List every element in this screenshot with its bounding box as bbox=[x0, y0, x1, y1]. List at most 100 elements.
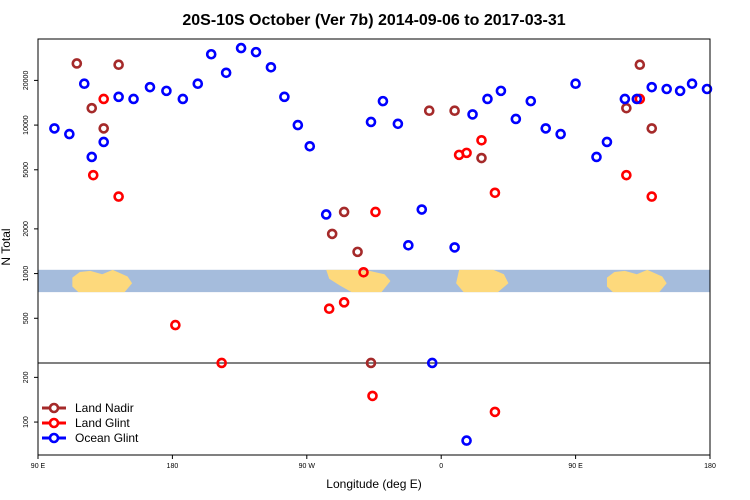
chart-title: 20S-10S October (Ver 7b) 2014-09-06 to 2… bbox=[182, 12, 565, 29]
ocean-glint-point bbox=[510, 113, 522, 125]
land-nadir-point bbox=[476, 152, 487, 164]
ocean-glint-point bbox=[144, 81, 156, 93]
ocean-glint-point bbox=[86, 151, 98, 163]
land-glint-point bbox=[113, 191, 124, 202]
ocean-glint-point bbox=[235, 42, 247, 54]
land-glint-point bbox=[358, 266, 369, 278]
land-glint-point bbox=[367, 390, 378, 402]
y-axis: 100 200 500 1000 2000 5000 10000 20000 bbox=[23, 71, 38, 428]
land-glint-point bbox=[216, 357, 227, 369]
ocean-glint-point bbox=[674, 85, 686, 97]
land-nadir-point bbox=[634, 59, 646, 71]
legend-label-land-nadir: Land Nadir bbox=[75, 401, 134, 415]
ocean-glint-point bbox=[64, 128, 75, 140]
land-glint-point bbox=[338, 297, 350, 308]
ocean-glint-point bbox=[467, 109, 478, 120]
legend-marker-land-nadir bbox=[48, 402, 60, 414]
ocean-glint-point bbox=[392, 118, 404, 130]
ocean-glint-point bbox=[701, 83, 713, 95]
land-nadir-point bbox=[423, 105, 435, 116]
legend-marker-ocean-glint bbox=[48, 432, 60, 444]
ocean-glint-point bbox=[540, 123, 552, 134]
land-glint-point bbox=[489, 187, 501, 199]
ocean-glint-point bbox=[220, 67, 232, 79]
ocean-glint-point bbox=[192, 78, 204, 89]
ocean-glint-point bbox=[601, 136, 613, 148]
y-tick-label: 5000 bbox=[23, 162, 30, 178]
map-land-0 bbox=[72, 269, 133, 293]
x-tick-label: 0 bbox=[439, 463, 443, 470]
ocean-glint-point bbox=[591, 151, 602, 163]
x-axis: 90 E 180 90 W 0 90 E 180 bbox=[31, 455, 716, 470]
data-points bbox=[49, 42, 713, 446]
y-tick-label: 100 bbox=[23, 416, 30, 428]
land-glint-point bbox=[87, 169, 99, 181]
land-glint-point bbox=[489, 406, 501, 418]
ocean-glint-point bbox=[98, 136, 110, 148]
land-nadir-point bbox=[326, 228, 338, 240]
ocean-glint-point bbox=[426, 357, 438, 369]
ocean-glint-point bbox=[646, 81, 658, 93]
ocean-glint-point bbox=[205, 48, 217, 60]
ocean-glint-point bbox=[449, 242, 460, 253]
y-tick-label: 2000 bbox=[23, 221, 30, 237]
ocean-glint-point bbox=[113, 91, 124, 103]
legend-label-ocean-glint: Ocean Glint bbox=[75, 431, 139, 445]
legend-marker-land-glint bbox=[48, 417, 60, 429]
y-tick-label: 10000 bbox=[23, 115, 30, 135]
ocean-glint-point bbox=[365, 116, 377, 128]
land-glint-point bbox=[98, 93, 110, 105]
inset-map bbox=[38, 269, 710, 293]
ocean-glint-point bbox=[525, 95, 537, 107]
ocean-glint-point bbox=[279, 91, 290, 103]
x-tick-label: 90 E bbox=[568, 463, 583, 470]
x-tick-label: 90 E bbox=[31, 463, 46, 470]
x-tick-label: 90 W bbox=[299, 463, 316, 470]
land-glint-point bbox=[476, 134, 487, 146]
legend-label-land-glint: Land Glint bbox=[75, 416, 130, 430]
land-nadir-point bbox=[621, 102, 632, 114]
y-axis-label: N Total bbox=[0, 228, 13, 265]
land-glint-point bbox=[461, 147, 472, 159]
land-nadir-point bbox=[98, 123, 110, 134]
ocean-glint-point bbox=[495, 85, 507, 97]
ocean-glint-point bbox=[403, 240, 414, 251]
ocean-glint-point bbox=[304, 140, 316, 152]
ocean-glint-point bbox=[320, 209, 332, 220]
ocean-glint-point bbox=[161, 85, 172, 97]
x-tick-label: 180 bbox=[167, 463, 179, 470]
land-glint-point bbox=[323, 303, 335, 315]
y-tick-label: 1000 bbox=[23, 266, 30, 282]
land-nadir-point bbox=[338, 206, 350, 218]
land-nadir-point bbox=[646, 123, 658, 134]
x-tick-label: 180 bbox=[704, 463, 716, 470]
ocean-glint-point bbox=[49, 123, 60, 134]
ocean-glint-point bbox=[661, 83, 672, 95]
ocean-glint-point bbox=[265, 62, 277, 73]
ocean-glint-point bbox=[377, 95, 389, 107]
land-nadir-point bbox=[71, 58, 83, 69]
ocean-glint-point bbox=[250, 46, 262, 58]
ocean-glint-point bbox=[570, 78, 581, 89]
ocean-glint-point bbox=[292, 119, 304, 131]
y-tick-label: 500 bbox=[23, 312, 30, 324]
land-nadir-point bbox=[365, 357, 377, 369]
plot-frame bbox=[37, 38, 711, 456]
ocean-glint-point bbox=[416, 204, 428, 215]
ocean-glint-point bbox=[631, 93, 643, 105]
land-glint-point bbox=[370, 206, 381, 218]
map-land-2 bbox=[456, 269, 509, 293]
y-tick-label: 20000 bbox=[23, 71, 30, 91]
y-tick-label: 200 bbox=[23, 371, 30, 383]
ocean-glint-point bbox=[555, 128, 566, 140]
ocean-glint-point bbox=[686, 78, 698, 89]
ocean-glint-point bbox=[461, 435, 472, 446]
land-glint-point bbox=[170, 319, 181, 331]
land-nadir-point bbox=[449, 105, 460, 116]
land-glint-point bbox=[646, 191, 658, 202]
ocean-glint-point bbox=[177, 93, 189, 105]
ocean-glint-point bbox=[78, 78, 90, 89]
map-land-1 bbox=[326, 269, 391, 293]
